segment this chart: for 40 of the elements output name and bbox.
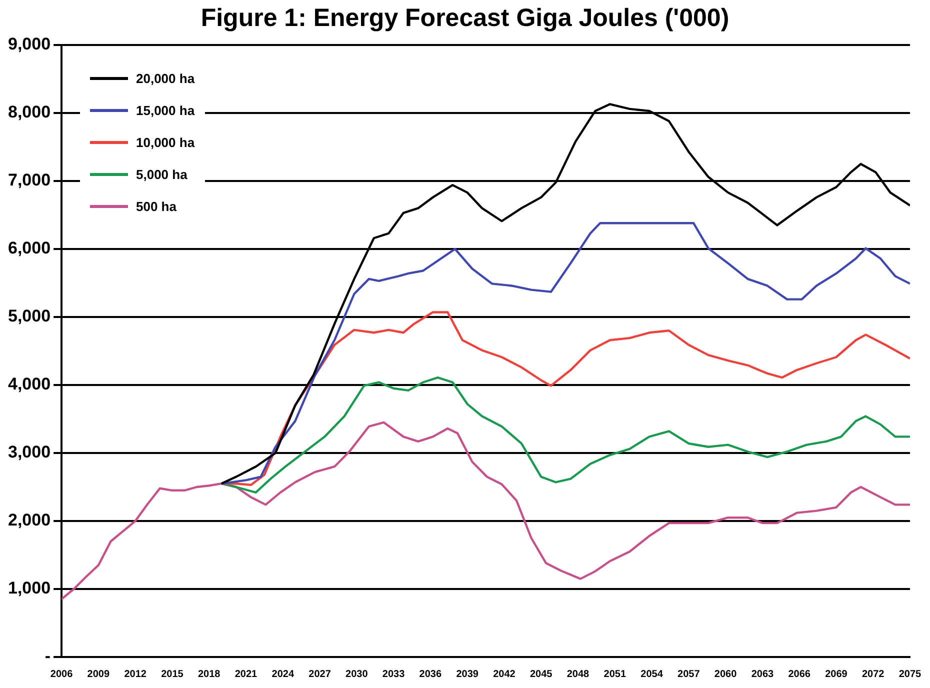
legend-label: 20,000 ha xyxy=(136,70,195,86)
y-tick-label: 9,000 xyxy=(8,34,51,54)
chart-title: Figure 1: Energy Forecast Giga Joules ('000) xyxy=(200,4,730,33)
x-tick-label: 2018 xyxy=(198,668,221,680)
legend-label: 5,000 ha xyxy=(136,166,188,182)
y-tick-label: 2,000 xyxy=(8,510,51,530)
legend-label: 15,000 ha xyxy=(136,102,195,118)
y-tick-label: 1,000 xyxy=(8,578,51,598)
y-tick-label: 5,000 xyxy=(8,306,51,326)
x-tick-label: 2012 xyxy=(124,668,147,680)
x-tick-label: 2075 xyxy=(898,668,922,680)
x-tick-label: 2009 xyxy=(87,668,110,680)
x-tick-label: 2027 xyxy=(308,668,332,680)
y-tick-label: 6,000 xyxy=(8,238,51,258)
x-tick-label: 2006 xyxy=(50,668,74,680)
x-tick-label: 2054 xyxy=(640,668,664,680)
y-tick-label: 8,000 xyxy=(8,102,51,122)
x-tick-label: 2042 xyxy=(493,668,516,680)
x-tick-label: 2015 xyxy=(161,668,184,680)
y-tick-label: 3,000 xyxy=(8,442,51,462)
x-tick-label: 2069 xyxy=(825,668,848,680)
x-tick-label: 2045 xyxy=(530,668,553,680)
legend-label: 500 ha xyxy=(136,198,176,214)
x-tick-label: 2060 xyxy=(714,668,738,680)
y-tick-label: - xyxy=(44,646,51,666)
x-tick-label: 2033 xyxy=(382,668,406,680)
y-tick-label: 7,000 xyxy=(8,170,51,190)
x-tick-label: 2021 xyxy=(234,668,258,680)
x-tick-label: 2039 xyxy=(456,668,479,680)
x-tick-label: 2072 xyxy=(862,668,885,680)
x-tick-label: 2051 xyxy=(604,668,626,680)
x-tick-label: 2057 xyxy=(678,668,700,680)
y-tick-label: 4,000 xyxy=(8,374,51,394)
x-tick-label: 2066 xyxy=(788,668,811,680)
x-tick-label: 2036 xyxy=(419,668,442,680)
x-tick-label: 2063 xyxy=(751,668,774,680)
legend-label: 10,000 ha xyxy=(136,134,195,150)
x-tick-label: 2030 xyxy=(346,668,368,680)
x-tick-label: 2048 xyxy=(566,668,590,680)
x-tick-label: 2024 xyxy=(272,668,294,680)
